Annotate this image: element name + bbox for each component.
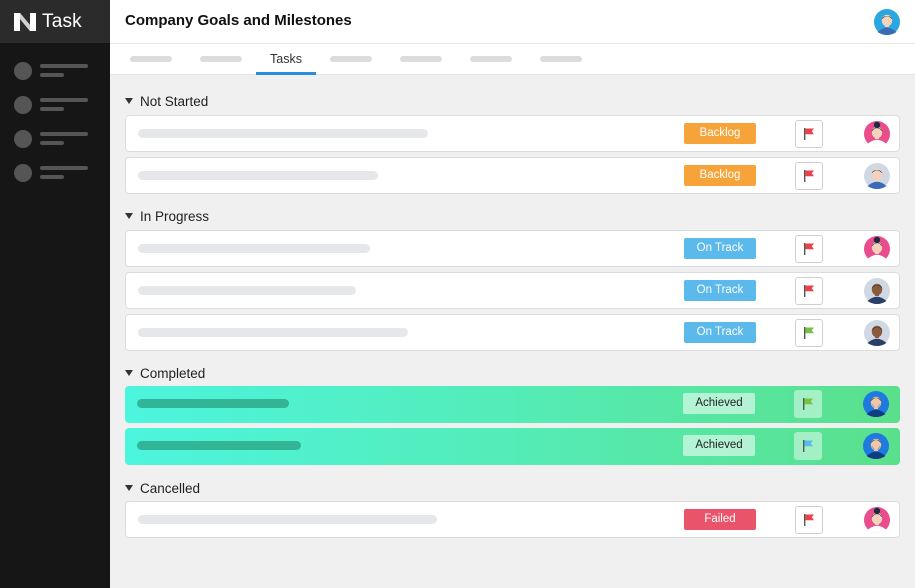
assignee-avatar[interactable] <box>863 162 891 190</box>
nav-sublabel-placeholder <box>40 141 64 145</box>
flag-icon <box>802 326 816 340</box>
nav-icon-placeholder <box>14 130 32 148</box>
caret-down-icon[interactable] <box>125 485 133 491</box>
task-title-placeholder <box>138 244 370 253</box>
nav-label-placeholder <box>40 64 88 68</box>
assignee-avatar[interactable] <box>863 319 891 347</box>
priority-flag-button[interactable] <box>795 277 823 305</box>
sidebar: Task <box>0 0 110 588</box>
task-title-placeholder <box>138 129 428 138</box>
sidebar-item[interactable] <box>0 92 110 126</box>
tab-tasks[interactable]: Tasks <box>256 44 316 75</box>
task-row[interactable]: Backlog <box>125 157 900 194</box>
assignee-avatar[interactable] <box>863 235 891 263</box>
sidebar-item[interactable] <box>0 160 110 194</box>
priority-flag-button[interactable] <box>794 432 822 460</box>
caret-down-icon[interactable] <box>125 213 133 219</box>
assignee-avatar[interactable] <box>862 432 890 460</box>
user-avatar[interactable] <box>873 8 901 36</box>
task-title-placeholder <box>138 328 408 337</box>
assignee-avatar[interactable] <box>863 277 891 305</box>
group-header[interactable]: Completed <box>125 364 205 382</box>
nav-label-placeholder <box>40 98 88 102</box>
task-row[interactable]: On Track <box>125 230 900 267</box>
task-title-placeholder <box>137 441 301 450</box>
status-badge[interactable]: On Track <box>684 238 756 259</box>
status-badge[interactable]: Achieved <box>683 393 755 414</box>
task-title-placeholder <box>138 286 356 295</box>
task-row[interactable]: On Track <box>125 272 900 309</box>
flag-icon <box>801 397 815 411</box>
flag-icon <box>802 242 816 256</box>
priority-flag-button[interactable] <box>795 506 823 534</box>
task-title-placeholder <box>137 399 289 408</box>
sidebar-nav <box>0 58 110 194</box>
priority-flag-button[interactable] <box>794 390 822 418</box>
tab-placeholder[interactable] <box>200 56 242 62</box>
status-badge[interactable]: On Track <box>684 280 756 301</box>
sidebar-item[interactable] <box>0 126 110 160</box>
tab-placeholder[interactable] <box>400 56 442 62</box>
assignee-avatar[interactable] <box>862 390 890 418</box>
tab-tasks-label: Tasks <box>270 52 302 66</box>
flag-icon <box>802 284 816 298</box>
nav-sublabel-placeholder <box>40 107 64 111</box>
brand[interactable]: Task <box>0 0 110 43</box>
app-logo-icon <box>12 11 38 33</box>
tab-placeholder[interactable] <box>130 56 172 62</box>
group-label: Completed <box>140 365 206 381</box>
tab-placeholder[interactable] <box>330 56 372 62</box>
nav-icon-placeholder <box>14 164 32 182</box>
group-label: Not Started <box>140 93 209 109</box>
flag-icon <box>802 127 816 141</box>
status-badge[interactable]: Achieved <box>683 435 755 456</box>
nav-icon-placeholder <box>14 96 32 114</box>
task-row[interactable]: Achieved <box>125 386 900 423</box>
sidebar-item[interactable] <box>0 58 110 92</box>
task-title-placeholder <box>138 515 437 524</box>
task-row[interactable]: Achieved <box>125 428 900 465</box>
tab-placeholder[interactable] <box>540 56 582 62</box>
priority-flag-button[interactable] <box>795 235 823 263</box>
caret-down-icon[interactable] <box>125 370 133 376</box>
task-title-placeholder <box>138 171 378 180</box>
page-header: Company Goals and Milestones <box>110 0 915 44</box>
assignee-avatar[interactable] <box>863 120 891 148</box>
flag-icon <box>801 439 815 453</box>
tab-placeholder[interactable] <box>470 56 512 62</box>
priority-flag-button[interactable] <box>795 120 823 148</box>
nav-label-placeholder <box>40 132 88 136</box>
nav-sublabel-placeholder <box>40 73 64 77</box>
task-row[interactable]: Failed <box>125 501 900 538</box>
priority-flag-button[interactable] <box>795 319 823 347</box>
status-badge[interactable]: On Track <box>684 322 756 343</box>
group-header[interactable]: Cancelled <box>125 479 200 497</box>
task-row[interactable]: On Track <box>125 314 900 351</box>
group-label: Cancelled <box>140 480 201 496</box>
flag-icon <box>802 513 816 527</box>
status-badge[interactable]: Backlog <box>684 123 756 144</box>
caret-down-icon[interactable] <box>125 98 133 104</box>
tab-bar: Tasks <box>110 44 915 75</box>
nav-sublabel-placeholder <box>40 175 64 179</box>
task-row[interactable]: Backlog <box>125 115 900 152</box>
group-label: In Progress <box>140 208 210 224</box>
priority-flag-button[interactable] <box>795 162 823 190</box>
status-badge[interactable]: Backlog <box>684 165 756 186</box>
page-title: Company Goals and Milestones <box>125 12 352 29</box>
app-name: Task <box>42 10 82 32</box>
status-badge[interactable]: Failed <box>684 509 756 530</box>
flag-icon <box>802 169 816 183</box>
nav-label-placeholder <box>40 166 88 170</box>
assignee-avatar[interactable] <box>863 506 891 534</box>
group-header[interactable]: In Progress <box>125 207 209 225</box>
nav-icon-placeholder <box>14 62 32 80</box>
group-header[interactable]: Not Started <box>125 92 208 110</box>
